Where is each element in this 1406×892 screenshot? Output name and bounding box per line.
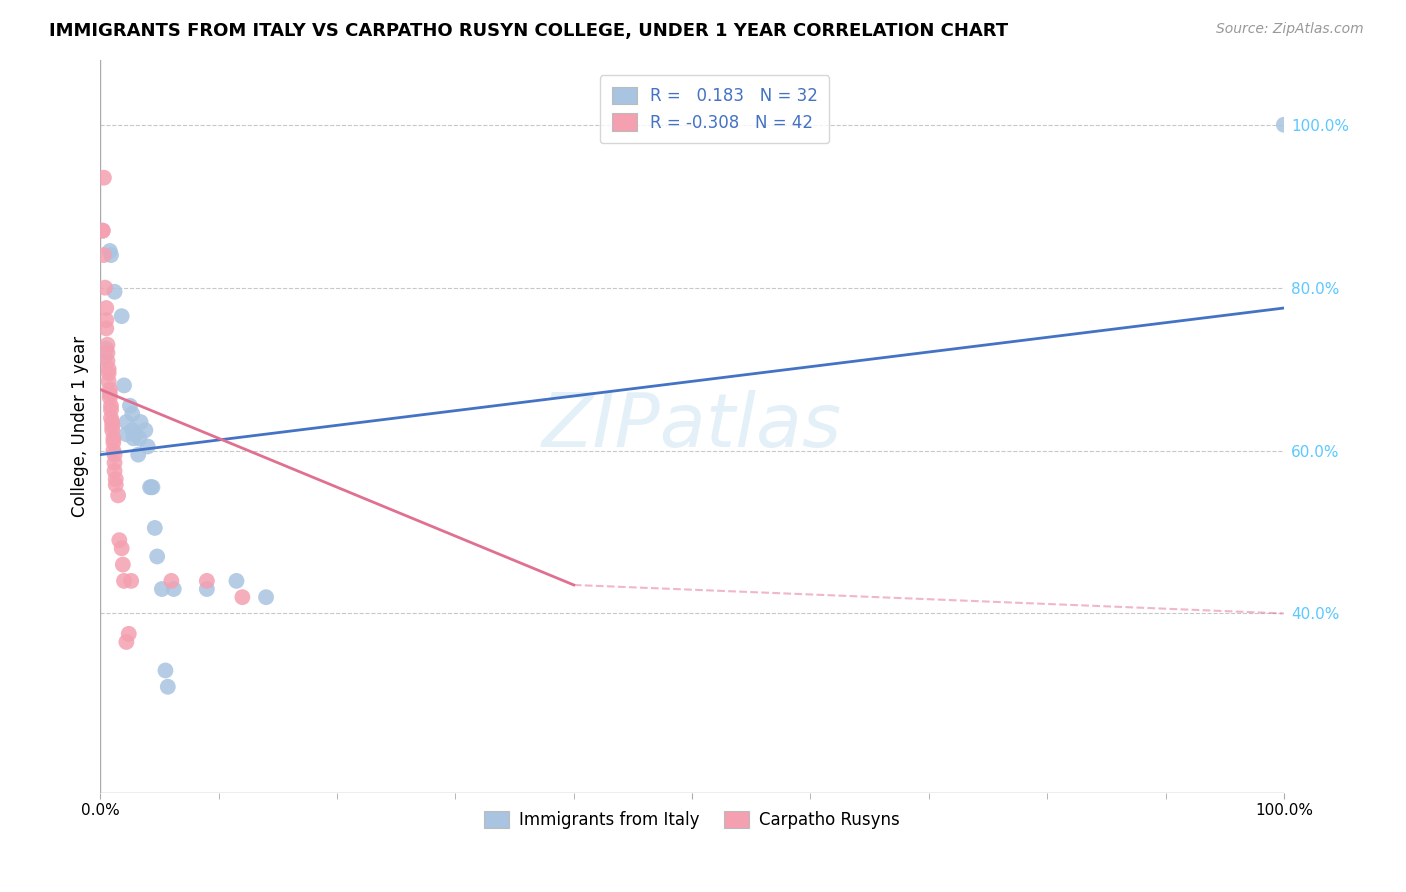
Point [107, 488, 129, 502]
Point [103, 464, 125, 478]
Point [112, 378, 135, 392]
Point [115, 427, 138, 442]
Point [118, 399, 141, 413]
Point [98, 391, 121, 405]
Point [129, 415, 152, 429]
Point [121, 407, 143, 421]
Text: IMMIGRANTS FROM ITALY VS CARPATHO RUSYN COLLEGE, UNDER 1 YEAR CORRELATION CHART: IMMIGRANTS FROM ITALY VS CARPATHO RUSYN … [49, 22, 1008, 40]
Point [141, 480, 163, 494]
Point [100, 399, 122, 413]
Point [128, 431, 150, 445]
Point [134, 423, 156, 437]
Point [100, 402, 122, 417]
Point [136, 440, 159, 454]
Point [225, 574, 247, 588]
Point [104, 472, 127, 486]
Point [160, 574, 183, 588]
Point [122, 431, 145, 445]
Point [96, 301, 118, 315]
Point [96, 342, 118, 356]
Text: Source: ZipAtlas.com: Source: ZipAtlas.com [1216, 22, 1364, 37]
Point [96, 354, 118, 368]
Point [195, 574, 218, 588]
Legend: Immigrants from Italy, Carpatho Rusyns: Immigrants from Italy, Carpatho Rusyns [477, 804, 907, 836]
Point [103, 431, 125, 445]
Point [195, 582, 218, 596]
Point [139, 480, 162, 494]
Point [103, 448, 125, 462]
Point [112, 574, 135, 588]
Point [98, 386, 121, 401]
Y-axis label: College, Under 1 year: College, Under 1 year [72, 335, 89, 516]
Point [127, 448, 149, 462]
Point [103, 456, 125, 470]
Point [91, 224, 114, 238]
Point [100, 411, 122, 425]
Point [97, 362, 120, 376]
Point [103, 435, 125, 450]
Point [156, 680, 179, 694]
Point [103, 443, 125, 458]
Point [163, 582, 186, 596]
Point [96, 346, 118, 360]
Point [101, 415, 124, 429]
Point [115, 635, 138, 649]
Point [97, 374, 120, 388]
Point [94, 280, 117, 294]
Point [93, 248, 115, 262]
Point [97, 366, 120, 380]
Point [111, 309, 134, 323]
Point [143, 521, 166, 535]
Point [111, 541, 134, 556]
Point [231, 590, 253, 604]
Point [101, 423, 124, 437]
Point [96, 321, 118, 335]
Point [155, 664, 177, 678]
Point [98, 244, 121, 258]
Point [125, 427, 148, 442]
Point [141, 480, 163, 494]
Point [101, 419, 124, 434]
Point [94, 350, 117, 364]
Point [115, 415, 138, 429]
Point [108, 533, 131, 548]
Text: ZIPatlas: ZIPatlas [543, 390, 842, 462]
Point [103, 285, 125, 299]
Point [104, 477, 127, 491]
Point [93, 170, 115, 185]
Point [96, 313, 118, 327]
Point [150, 582, 173, 596]
Point [1272, 118, 1295, 132]
Point [120, 574, 142, 588]
Point [100, 248, 122, 262]
Point [91, 224, 114, 238]
Point [146, 549, 169, 564]
Point [111, 558, 134, 572]
Point [121, 423, 143, 437]
Point [96, 337, 118, 351]
Point [98, 383, 121, 397]
Point [118, 627, 141, 641]
Point [254, 590, 277, 604]
